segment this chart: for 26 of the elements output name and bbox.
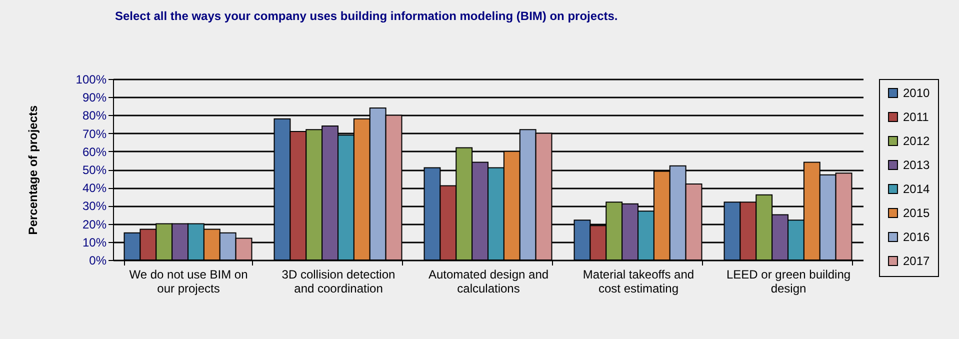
x-tick-label: We do not use BIM on our projects	[129, 268, 248, 296]
legend-label: 2013	[903, 158, 930, 172]
y-tick-label: 10%	[82, 235, 107, 250]
legend-label: 2012	[903, 134, 930, 148]
legend-label: 2017	[903, 254, 930, 268]
y-tick-label: 90%	[82, 90, 107, 105]
x-tick-label: Material takeoffs and cost estimating	[582, 268, 694, 296]
y-tick-label: 0%	[89, 254, 107, 268]
y-tick-label: 80%	[82, 108, 107, 123]
y-tick-label: 30%	[82, 199, 107, 214]
legend-label: 2016	[903, 230, 930, 244]
y-tick-label: 40%	[82, 181, 107, 196]
legend-label: 2014	[903, 182, 930, 196]
y-axis-title: Percentage of projects	[26, 104, 40, 235]
y-tick-label: 50%	[82, 163, 107, 177]
legend-label: 2011	[903, 110, 930, 124]
x-tick-label: LEED or green building design	[726, 268, 851, 296]
y-tick-label: 20%	[82, 217, 107, 232]
x-tick-label: 3D collision detection and coordination	[282, 268, 396, 296]
x-tick-label: Automated design and calculations	[428, 268, 549, 296]
y-tick-label: 100%	[76, 72, 107, 86]
y-tick-label: 60%	[82, 144, 107, 159]
chart-title: Select all the ways your company uses building information modeling (BIM) on projects.	[115, 9, 618, 23]
y-tick-label: 70%	[82, 126, 107, 141]
legend-label: 2015	[903, 206, 930, 220]
legend-label: 2010	[903, 86, 930, 100]
